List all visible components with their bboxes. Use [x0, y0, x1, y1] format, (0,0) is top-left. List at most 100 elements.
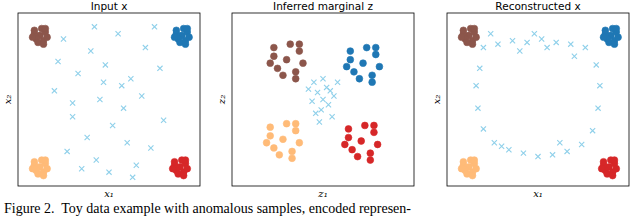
point: [594, 62, 599, 67]
point: [481, 45, 486, 50]
point: [292, 127, 299, 134]
marks: [263, 41, 383, 164]
point: [371, 129, 378, 136]
point: [173, 27, 180, 34]
point: [289, 155, 296, 162]
point: [182, 41, 189, 48]
point: [583, 45, 588, 50]
point: [317, 119, 322, 124]
point: [296, 48, 303, 55]
point: [101, 80, 106, 85]
point: [320, 97, 325, 102]
point: [85, 135, 90, 140]
point: [44, 34, 51, 41]
panel: Input xx₁x₂: [2, 0, 200, 199]
point: [460, 27, 467, 34]
point: [29, 165, 36, 172]
point: [110, 123, 115, 128]
point: [270, 53, 277, 60]
point: [276, 151, 283, 158]
point: [469, 41, 476, 48]
point: [367, 157, 374, 164]
panel: Inferred marginal zz₁z₂: [216, 0, 414, 199]
point: [471, 25, 478, 32]
point: [186, 34, 193, 41]
point: [128, 76, 133, 81]
point: [270, 44, 277, 51]
point: [539, 36, 544, 41]
title: Reconstructed x: [495, 0, 580, 12]
title: Input x: [91, 0, 128, 12]
point: [55, 59, 60, 64]
point: [349, 146, 356, 153]
point: [106, 170, 111, 175]
point: [600, 34, 607, 41]
point: [532, 31, 537, 36]
point: [311, 80, 316, 85]
marks: [458, 25, 621, 179]
point: [44, 165, 51, 172]
point: [121, 106, 126, 111]
point: [371, 122, 378, 129]
point: [458, 165, 465, 172]
point: [119, 83, 124, 88]
point: [521, 151, 526, 156]
point: [372, 51, 379, 58]
point: [331, 93, 336, 98]
point: [88, 48, 93, 53]
point: [274, 65, 281, 72]
point: [280, 72, 287, 79]
point: [510, 38, 515, 43]
point: [171, 158, 178, 165]
point: [557, 140, 562, 145]
point: [40, 41, 47, 48]
point: [524, 40, 529, 45]
point: [376, 63, 383, 70]
point: [356, 75, 363, 82]
point: [590, 128, 595, 133]
point: [369, 79, 376, 86]
point: [169, 165, 176, 172]
point: [309, 99, 314, 104]
y-axis-label: z₂: [216, 95, 227, 105]
point: [289, 148, 296, 155]
point: [363, 44, 370, 51]
point: [477, 66, 482, 71]
point: [545, 45, 550, 50]
point: [116, 31, 121, 36]
point: [595, 106, 600, 111]
point: [292, 75, 299, 82]
figure: Input x x₁ x₂ Inferred marginal zz₁z₂ Recons…: [0, 0, 640, 219]
point: [42, 157, 49, 164]
x-axis-label: x₁: [533, 188, 543, 199]
point: [341, 141, 348, 148]
point: [469, 172, 476, 179]
point: [97, 97, 102, 102]
point: [473, 165, 480, 172]
point: [270, 145, 277, 152]
point: [65, 149, 70, 154]
point: [492, 140, 497, 145]
point: [180, 172, 187, 179]
point: [40, 172, 47, 179]
point: [92, 24, 97, 29]
point: [347, 56, 354, 63]
point: [328, 88, 333, 93]
point: [287, 41, 294, 48]
point: [326, 102, 331, 107]
point: [103, 62, 108, 67]
point: [29, 34, 36, 41]
point: [550, 152, 555, 157]
point: [94, 157, 99, 162]
point: [458, 34, 465, 41]
point: [143, 45, 148, 50]
x-axis-label: x₁: [104, 188, 114, 199]
point: [565, 149, 570, 154]
point: [292, 120, 299, 127]
point: [345, 134, 352, 141]
point: [267, 124, 274, 131]
point: [283, 56, 290, 63]
point: [609, 172, 616, 179]
y-axis-label: x₂: [431, 95, 442, 105]
title: Inferred marginal z: [273, 0, 373, 12]
